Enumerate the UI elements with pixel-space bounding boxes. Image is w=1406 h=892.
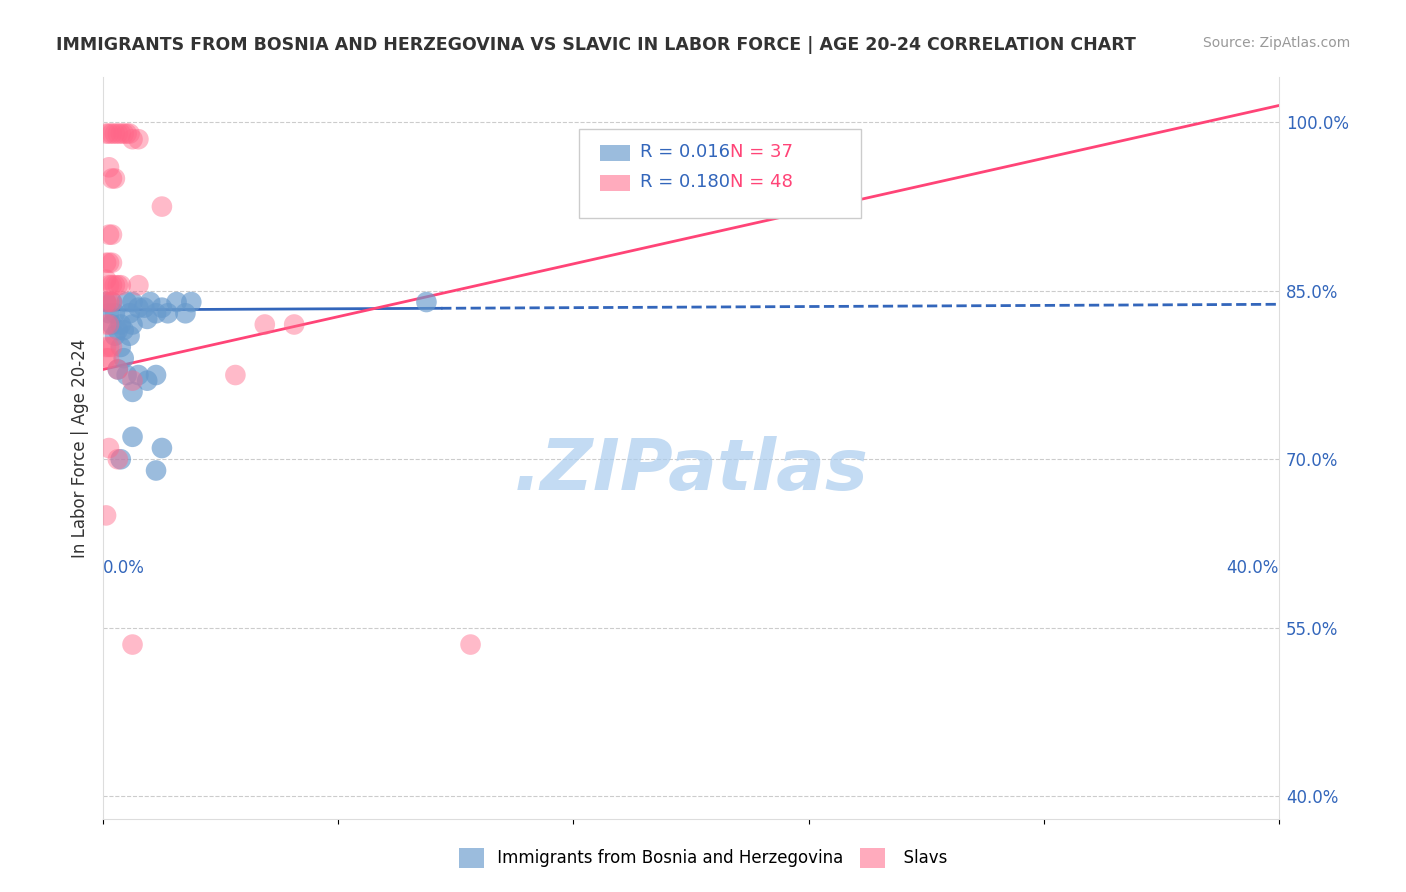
Point [121,132,143,146]
Point [107,362,129,376]
Point [110,452,132,467]
Point [121,295,143,310]
Point [136,311,159,326]
Point [101,295,124,310]
Point [156,306,179,320]
Point [118,127,141,141]
Point [253,318,276,332]
Point [115,295,138,310]
Point [121,638,143,652]
Point [101,171,124,186]
Point [101,295,124,310]
Point [460,638,482,652]
Point [94,127,117,141]
Point [98,127,121,141]
Point [98,161,121,175]
Legend:  Immigrants from Bosnia and Herzegovina,   Slavs: Immigrants from Bosnia and Herzegovina, … [451,841,955,875]
Point [134,301,156,315]
Point [118,306,141,320]
Point [110,127,132,141]
Point [94,295,117,310]
Point [98,295,121,310]
Point [139,295,162,310]
Point [98,351,121,366]
Point [107,362,129,376]
Point [98,340,121,354]
Point [121,318,143,332]
Point [94,318,117,332]
Point [127,301,149,315]
Point [98,441,121,455]
Point [110,340,132,354]
Text: 40.0%: 40.0% [1226,559,1279,577]
Point [98,306,121,320]
Point [101,318,124,332]
Point [283,318,305,332]
Text: .ZIPatlas: .ZIPatlas [513,436,869,505]
Point [107,323,129,337]
Point [104,306,127,320]
Point [174,306,197,320]
FancyBboxPatch shape [600,145,630,161]
Point [415,295,437,310]
Point [101,278,124,293]
Point [136,374,159,388]
Point [145,306,167,320]
Point [98,227,121,242]
Point [94,351,117,366]
Text: N = 48: N = 48 [730,173,793,191]
Point [94,508,117,523]
Text: R = 0.180: R = 0.180 [641,173,731,191]
Point [94,256,117,270]
Point [110,278,132,293]
FancyBboxPatch shape [579,129,862,219]
Point [101,227,124,242]
Point [107,278,129,293]
Point [98,256,121,270]
Point [121,374,143,388]
Point [127,278,149,293]
Point [101,340,124,354]
Point [121,430,143,444]
Point [107,127,129,141]
Text: 0.0%: 0.0% [103,559,145,577]
Point [118,328,141,343]
Point [150,200,173,214]
Text: IMMIGRANTS FROM BOSNIA AND HERZEGOVINA VS SLAVIC IN LABOR FORCE | AGE 20-24 CORR: IMMIGRANTS FROM BOSNIA AND HERZEGOVINA V… [56,36,1136,54]
Point [115,368,138,382]
Point [121,384,143,399]
Text: N = 37: N = 37 [730,144,793,161]
Point [150,301,173,315]
Point [115,127,138,141]
Point [104,171,127,186]
Point [127,132,149,146]
Point [101,127,124,141]
Point [145,463,167,477]
Point [104,328,127,343]
Point [150,441,173,455]
Point [98,278,121,293]
Point [127,368,149,382]
Point [104,127,127,141]
Point [166,295,188,310]
Point [112,127,135,141]
Point [94,295,117,310]
Point [110,318,132,332]
Point [180,295,202,310]
Text: R = 0.016: R = 0.016 [641,144,731,161]
Point [101,256,124,270]
Point [94,272,117,286]
Y-axis label: In Labor Force | Age 20-24: In Labor Force | Age 20-24 [72,338,89,558]
Point [224,368,246,382]
Point [107,452,129,467]
Point [98,318,121,332]
FancyBboxPatch shape [600,175,630,191]
Point [94,340,117,354]
Text: Source: ZipAtlas.com: Source: ZipAtlas.com [1202,36,1350,50]
Point [112,323,135,337]
Point [112,351,135,366]
Point [145,368,167,382]
Point [104,278,127,293]
